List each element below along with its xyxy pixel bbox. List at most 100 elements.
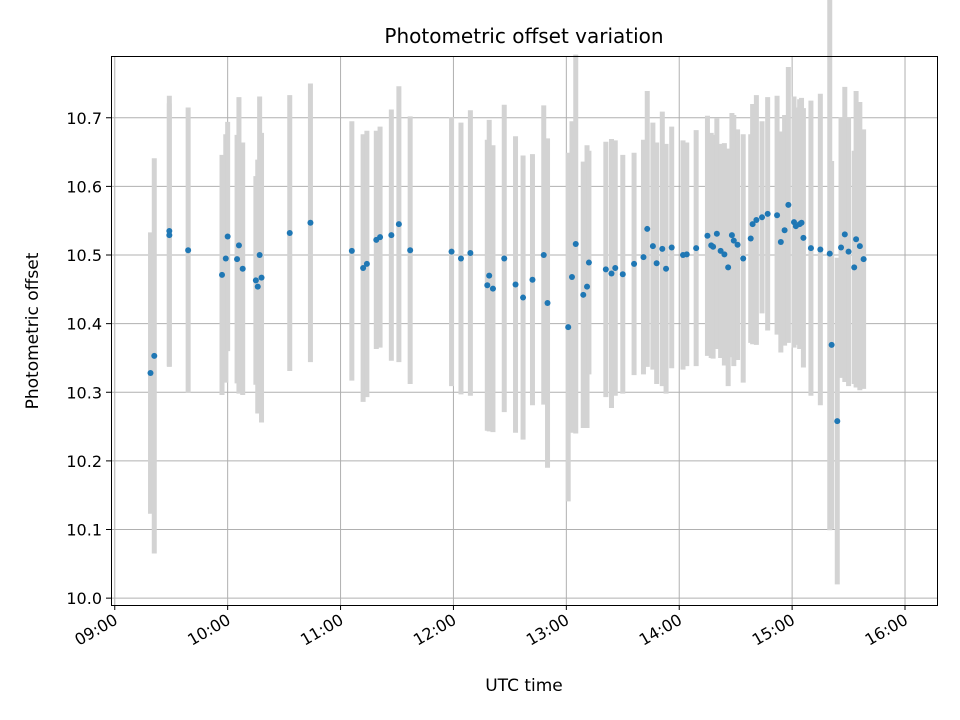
data-point xyxy=(828,341,835,348)
data-point xyxy=(841,231,848,238)
x-axis-title: UTC time xyxy=(485,676,563,696)
data-point xyxy=(529,276,536,283)
data-point xyxy=(851,264,858,271)
data-point xyxy=(224,233,231,240)
x-tick-label: 15:00 xyxy=(749,610,798,650)
data-point xyxy=(484,282,491,289)
data-point xyxy=(360,265,367,272)
data-point xyxy=(663,265,670,272)
data-point xyxy=(856,243,863,250)
data-point xyxy=(785,201,792,208)
data-point xyxy=(520,294,527,301)
data-point xyxy=(544,300,551,307)
data-point xyxy=(565,324,572,331)
data-point xyxy=(286,230,293,237)
data-point xyxy=(166,232,173,239)
y-tick-label: 10.0 xyxy=(66,589,102,608)
data-point xyxy=(254,283,261,290)
data-point xyxy=(256,252,263,259)
plot-frame xyxy=(111,56,938,606)
data-point xyxy=(585,259,592,266)
data-point xyxy=(860,256,867,263)
data-point xyxy=(693,245,700,252)
data-point xyxy=(640,254,647,261)
chart-title: Photometric offset variation xyxy=(384,24,663,48)
data-point xyxy=(608,270,615,277)
data-point xyxy=(747,235,754,242)
data-point xyxy=(307,219,314,226)
data-point xyxy=(728,232,735,239)
x-tick-label: 13:00 xyxy=(523,610,572,650)
error-bars xyxy=(148,0,867,585)
data-point xyxy=(781,227,788,234)
data-point xyxy=(166,227,173,234)
data-point xyxy=(631,260,638,267)
x-tick-label: 11:00 xyxy=(297,610,346,650)
y-tick-label: 10.2 xyxy=(66,452,102,471)
data-point xyxy=(725,264,732,271)
data-point xyxy=(489,285,496,292)
data-point xyxy=(807,245,814,252)
data-point xyxy=(151,352,158,359)
data-point xyxy=(222,255,229,262)
y-axis-ticks: 10.0 10.1 10.2 10.3 10.4 10.5 10.6 10.7 xyxy=(66,109,111,608)
data-point xyxy=(395,221,402,228)
data-point xyxy=(710,243,717,250)
data-point xyxy=(501,255,508,262)
x-axis-ticks: 09:00 10:00 11:00 12:00 13:00 14:00 15:00 16:00 xyxy=(71,605,911,650)
data-point xyxy=(147,370,154,377)
data-point xyxy=(467,249,474,256)
y-tick-label: 10.3 xyxy=(66,383,102,402)
data-point xyxy=(185,247,192,254)
data-point xyxy=(377,234,384,241)
data-point xyxy=(512,281,519,288)
y-tick-label: 10.7 xyxy=(66,109,102,128)
y-tick-label: 10.6 xyxy=(66,177,102,196)
x-tick-label: 10:00 xyxy=(184,610,233,650)
data-point xyxy=(407,247,414,254)
y-tick-label: 10.4 xyxy=(66,315,102,334)
data-point xyxy=(568,273,575,280)
data-point xyxy=(853,236,860,243)
data-point xyxy=(653,260,660,267)
data-point xyxy=(826,250,833,257)
data-point xyxy=(683,251,690,258)
data-point xyxy=(800,234,807,241)
data-point xyxy=(845,248,852,255)
data-point xyxy=(834,418,841,425)
x-tick-label: 09:00 xyxy=(71,610,120,650)
data-point xyxy=(644,225,651,232)
data-point xyxy=(584,283,591,290)
data-point xyxy=(753,217,760,224)
data-point xyxy=(798,219,805,226)
data-point xyxy=(235,242,242,249)
data-point xyxy=(457,255,464,262)
data-point xyxy=(721,251,728,258)
data-point xyxy=(730,237,737,244)
data-point xyxy=(612,265,619,272)
data-point xyxy=(740,255,747,262)
data-point xyxy=(649,243,656,250)
data-point xyxy=(749,221,756,228)
data-point xyxy=(759,214,766,221)
y-tick-label: 10.5 xyxy=(66,246,102,265)
data-point xyxy=(388,232,395,239)
data-point xyxy=(258,274,265,281)
data-point xyxy=(774,212,781,219)
data-point xyxy=(734,241,741,248)
data-point xyxy=(619,271,626,278)
data-point xyxy=(817,246,824,253)
data-point xyxy=(239,265,246,272)
data-point xyxy=(704,232,711,239)
data-point xyxy=(713,230,720,237)
data-point xyxy=(777,238,784,245)
data-point xyxy=(668,244,675,251)
x-tick-label: 14:00 xyxy=(636,610,685,650)
data-point xyxy=(572,241,579,248)
data-point xyxy=(219,271,226,278)
data-point xyxy=(486,272,493,279)
data-point xyxy=(764,210,771,217)
data-point xyxy=(252,277,259,284)
data-point xyxy=(348,247,355,254)
